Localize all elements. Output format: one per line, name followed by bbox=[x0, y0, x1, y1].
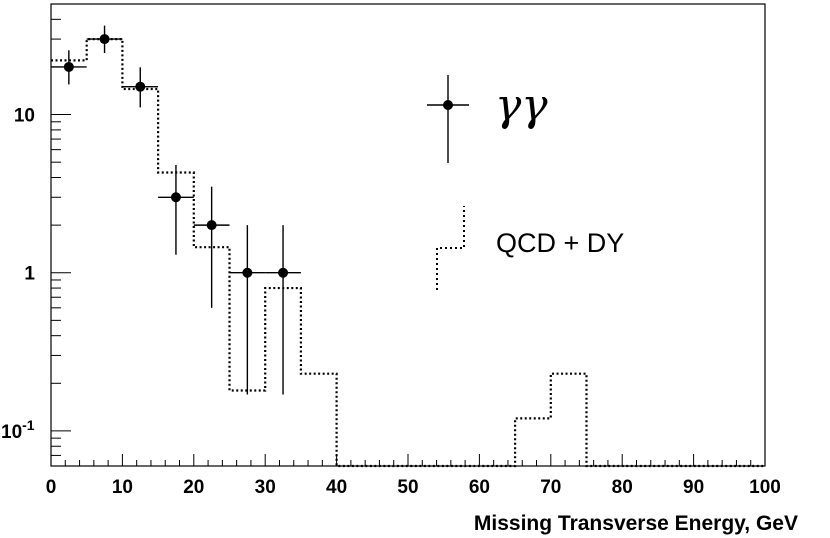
y-axis-ticks bbox=[51, 3, 71, 467]
y-tick-label: 10-1 bbox=[1, 417, 35, 443]
x-tick-label: 20 bbox=[183, 477, 204, 498]
x-tick-label: 80 bbox=[612, 477, 633, 498]
data-point-marker bbox=[170, 192, 181, 203]
gamma-gamma-point bbox=[193, 186, 230, 308]
x-tick-label: 50 bbox=[397, 477, 418, 498]
legend-qcd-dy-label: QCD + DY bbox=[496, 228, 624, 258]
data-point-marker bbox=[99, 34, 110, 45]
data-point-marker bbox=[63, 61, 74, 72]
y-tick-base: 1 bbox=[24, 264, 35, 285]
x-tick-label: 40 bbox=[326, 477, 347, 498]
x-tick-label: 30 bbox=[255, 477, 276, 498]
legend: γγ QCD + DY bbox=[427, 75, 624, 290]
x-tick-label: 90 bbox=[683, 477, 704, 498]
qcd-dy-histogram bbox=[51, 37, 765, 468]
gamma-gamma-point bbox=[229, 225, 266, 395]
data-point-marker bbox=[135, 81, 146, 92]
data-point-marker bbox=[242, 267, 253, 278]
y-tick-label: 10 bbox=[14, 106, 35, 127]
gamma-gamma-point bbox=[158, 164, 194, 255]
gamma-gamma-points bbox=[51, 25, 301, 395]
y-tick-label: 1 bbox=[24, 264, 35, 285]
gamma-gamma-point bbox=[86, 25, 123, 54]
x-tick-label: 0 bbox=[46, 477, 57, 498]
qcd-dy-step-line bbox=[51, 37, 765, 468]
x-tick-label: 70 bbox=[540, 477, 561, 498]
x-tick-label: 10 bbox=[112, 477, 133, 498]
x-tick-label: 100 bbox=[749, 477, 781, 498]
legend-points-marker bbox=[427, 75, 469, 163]
y-tick-exponent: -1 bbox=[22, 417, 35, 433]
x-tick-label: 60 bbox=[469, 477, 490, 498]
gamma-gamma-point bbox=[265, 225, 301, 395]
legend-gamma-gamma-label: γγ bbox=[495, 80, 548, 131]
data-point-marker bbox=[278, 267, 289, 278]
data-point-marker bbox=[206, 220, 217, 231]
y-tick-base: 10 bbox=[1, 422, 22, 443]
legend-hist-marker bbox=[436, 206, 465, 290]
gamma-gamma-point bbox=[122, 67, 159, 108]
x-axis-title: Missing Transverse Energy, GeV bbox=[474, 512, 798, 535]
x-axis-tick-labels: 0 10 20 30 40 50 60 70 80 90 100 bbox=[46, 477, 781, 498]
gamma-gamma-point bbox=[51, 50, 87, 85]
y-tick-base: 10 bbox=[14, 106, 35, 127]
